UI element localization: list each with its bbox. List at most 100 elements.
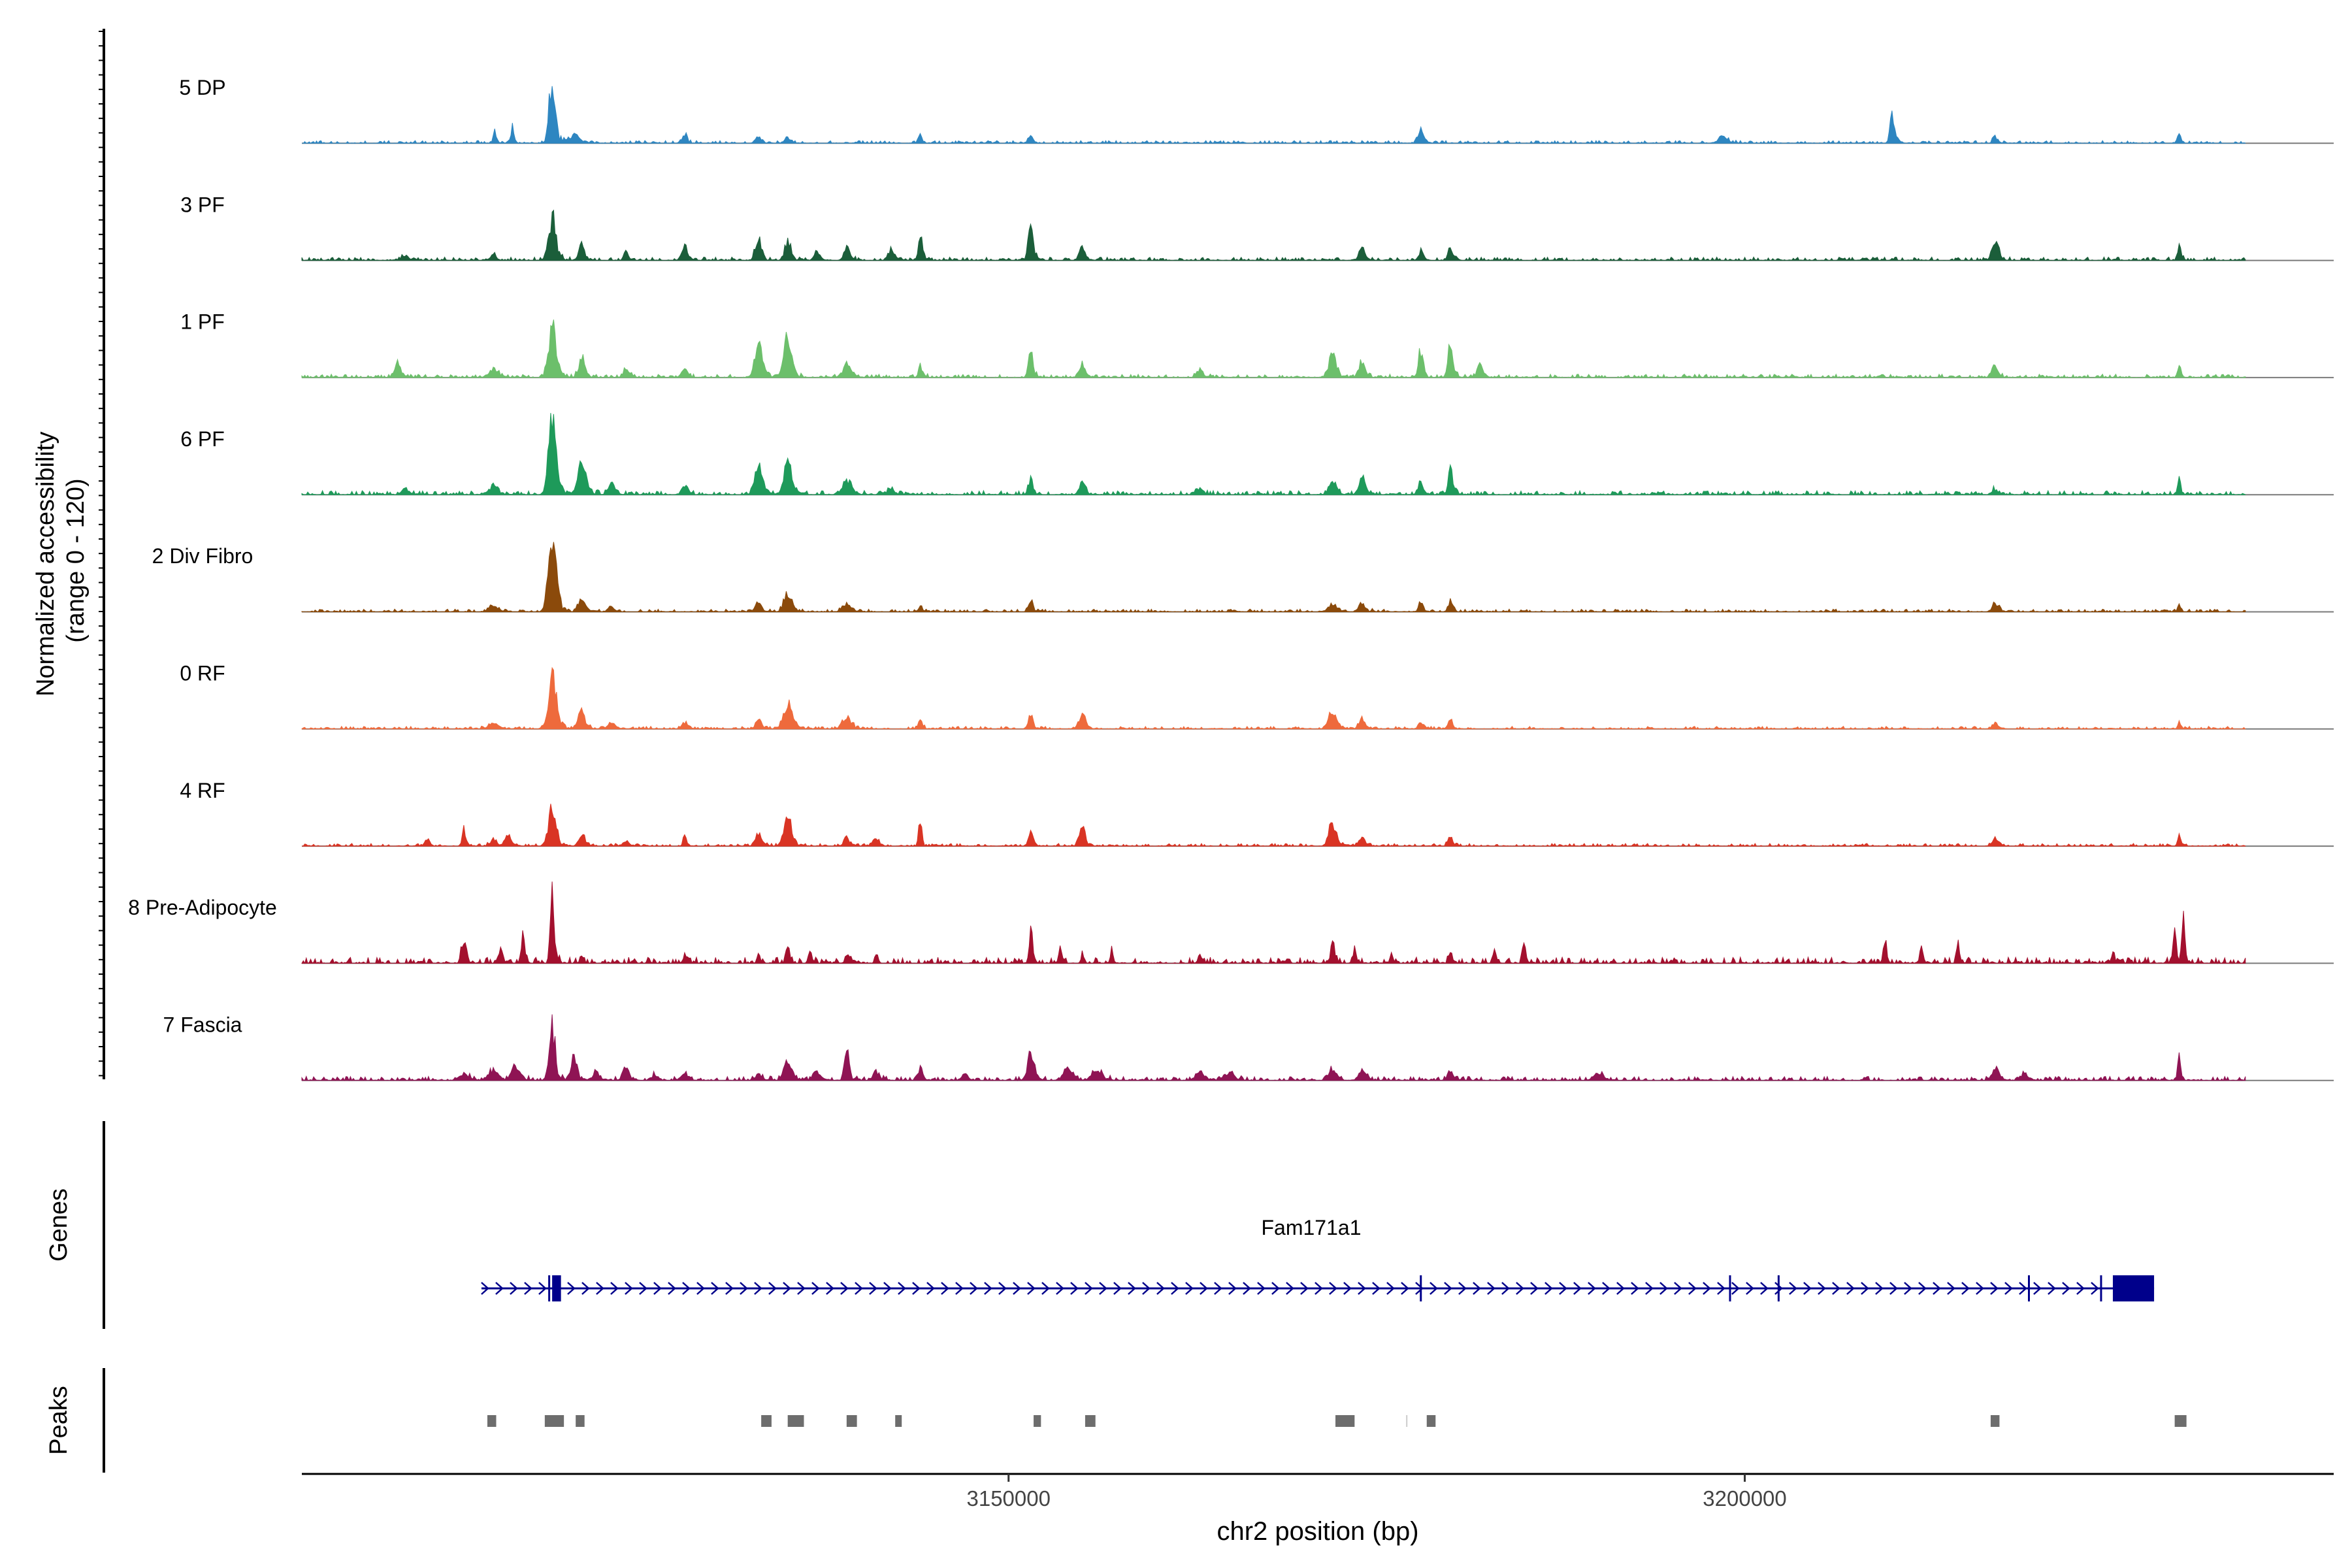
strand-arrow	[1501, 1282, 1510, 1295]
strand-arrow	[1645, 1282, 1654, 1295]
strand-arrow	[970, 1282, 978, 1295]
track-label: 3 PF	[180, 193, 225, 216]
peak-region	[895, 1415, 902, 1427]
peak-region	[487, 1415, 497, 1427]
strand-arrow	[898, 1282, 906, 1295]
coverage-area	[301, 542, 2246, 613]
coverage-area	[301, 666, 2247, 730]
strand-arrow	[1559, 1282, 1567, 1295]
strand-arrow	[495, 1282, 504, 1295]
strand-arrow	[1616, 1282, 1625, 1295]
strand-arrow	[1113, 1282, 1122, 1295]
strand-arrow	[883, 1282, 892, 1295]
strand-arrow	[1128, 1282, 1136, 1295]
strand-arrow	[567, 1282, 576, 1295]
peak-region	[2174, 1415, 2187, 1427]
strand-arrow	[797, 1282, 806, 1295]
strand-arrow	[1861, 1282, 1869, 1295]
track-label: 6 PF	[180, 427, 225, 451]
strand-arrow	[1070, 1282, 1079, 1295]
track-4-rf: 4 RF	[180, 779, 2334, 847]
track-3-pf: 3 PF	[180, 193, 2334, 261]
strand-arrow	[696, 1282, 705, 1295]
gene-exon-thick	[2112, 1275, 2155, 1301]
strand-arrow	[754, 1282, 762, 1295]
strand-arrow	[1832, 1282, 1840, 1295]
strand-arrow	[625, 1282, 633, 1295]
strand-arrow	[740, 1282, 748, 1295]
strand-arrow	[1746, 1282, 1754, 1295]
peak-region	[761, 1415, 772, 1427]
strand-arrow	[2048, 1282, 2056, 1295]
peak-region	[544, 1415, 564, 1427]
strand-arrow	[1573, 1282, 1582, 1295]
strand-arrow	[826, 1282, 834, 1295]
strand-arrow	[1659, 1282, 1668, 1295]
coverage-area	[301, 319, 2246, 378]
track-5-dp: 5 DP	[179, 76, 2334, 144]
strand-arrow	[1631, 1282, 1639, 1295]
strand-arrow	[1516, 1282, 1524, 1295]
strand-arrow	[1214, 1282, 1222, 1295]
coverage-area	[301, 413, 2246, 496]
strand-arrow	[1372, 1282, 1380, 1295]
strand-arrow	[1401, 1282, 1409, 1295]
strand-arrow	[926, 1282, 935, 1295]
strand-arrow	[1257, 1282, 1266, 1295]
gene-exon-thick	[552, 1275, 561, 1301]
strand-arrow	[1243, 1282, 1251, 1295]
coverage-tracks: 5 DP 3 PF 1 PF 6 PF 2 Div Fibro 0 RF 4 RF 8 Pre…	[128, 76, 2334, 1082]
strand-arrow	[1889, 1282, 1898, 1295]
strand-arrow	[711, 1282, 719, 1295]
x-tick-label: 3150000	[966, 1486, 1050, 1511]
strand-arrow	[984, 1282, 992, 1295]
strand-arrow	[941, 1282, 949, 1295]
strand-arrow	[1487, 1282, 1495, 1295]
strand-arrow	[1444, 1282, 1452, 1295]
coverage-area	[301, 209, 2246, 261]
strand-arrow	[1774, 1282, 1783, 1295]
track-6-pf: 6 PF	[180, 413, 2334, 496]
coverage-area	[301, 881, 2246, 965]
strand-arrow	[855, 1282, 863, 1295]
strand-arrow	[510, 1282, 518, 1295]
strand-arrow	[783, 1282, 791, 1295]
strand-arrow	[1200, 1282, 1208, 1295]
track-7-fascia: 7 Fascia	[163, 1013, 2334, 1082]
strand-arrow	[1429, 1282, 1438, 1295]
strand-arrow	[1544, 1282, 1553, 1295]
strand-arrow	[1228, 1282, 1237, 1295]
strand-arrow	[912, 1282, 921, 1295]
y-axis-label-line1: Normalized accessibility	[32, 432, 59, 696]
peak-region	[1085, 1415, 1096, 1427]
strand-arrow	[1473, 1282, 1481, 1295]
strand-arrow	[1358, 1282, 1366, 1295]
strand-arrow	[1156, 1282, 1165, 1295]
track-0-rf: 0 RF	[180, 662, 2334, 730]
strand-arrow	[1458, 1282, 1467, 1295]
strand-arrow	[1703, 1282, 1711, 1295]
strand-arrow	[581, 1282, 590, 1295]
track-label: 5 DP	[179, 76, 225, 99]
track-2-div-fibro: 2 Div Fibro	[152, 542, 2334, 613]
strand-arrow	[1271, 1282, 1280, 1295]
peaks-label: Peaks	[45, 1386, 73, 1455]
strand-arrow	[639, 1282, 647, 1295]
strand-arrow	[1674, 1282, 1682, 1295]
coverage-area	[301, 1014, 2246, 1082]
peak-region	[846, 1415, 857, 1427]
track-label: 1 PF	[180, 310, 225, 334]
strand-arrow	[2033, 1282, 2042, 1295]
track-label: 7 Fascia	[163, 1013, 242, 1036]
strand-arrow	[1027, 1282, 1036, 1295]
strand-arrow	[768, 1282, 777, 1295]
strand-arrow	[1041, 1282, 1050, 1295]
strand-arrow	[1329, 1282, 1337, 1295]
strand-arrow	[1933, 1282, 1941, 1295]
strand-arrow	[1056, 1282, 1064, 1295]
strand-arrow	[1789, 1282, 1797, 1295]
y-axis-label: Normalized accessibility (range 0 - 120)	[32, 425, 90, 696]
x-tick-label: 3200000	[1703, 1486, 1786, 1511]
track-label: 4 RF	[180, 779, 225, 802]
strand-arrow	[1099, 1282, 1107, 1295]
